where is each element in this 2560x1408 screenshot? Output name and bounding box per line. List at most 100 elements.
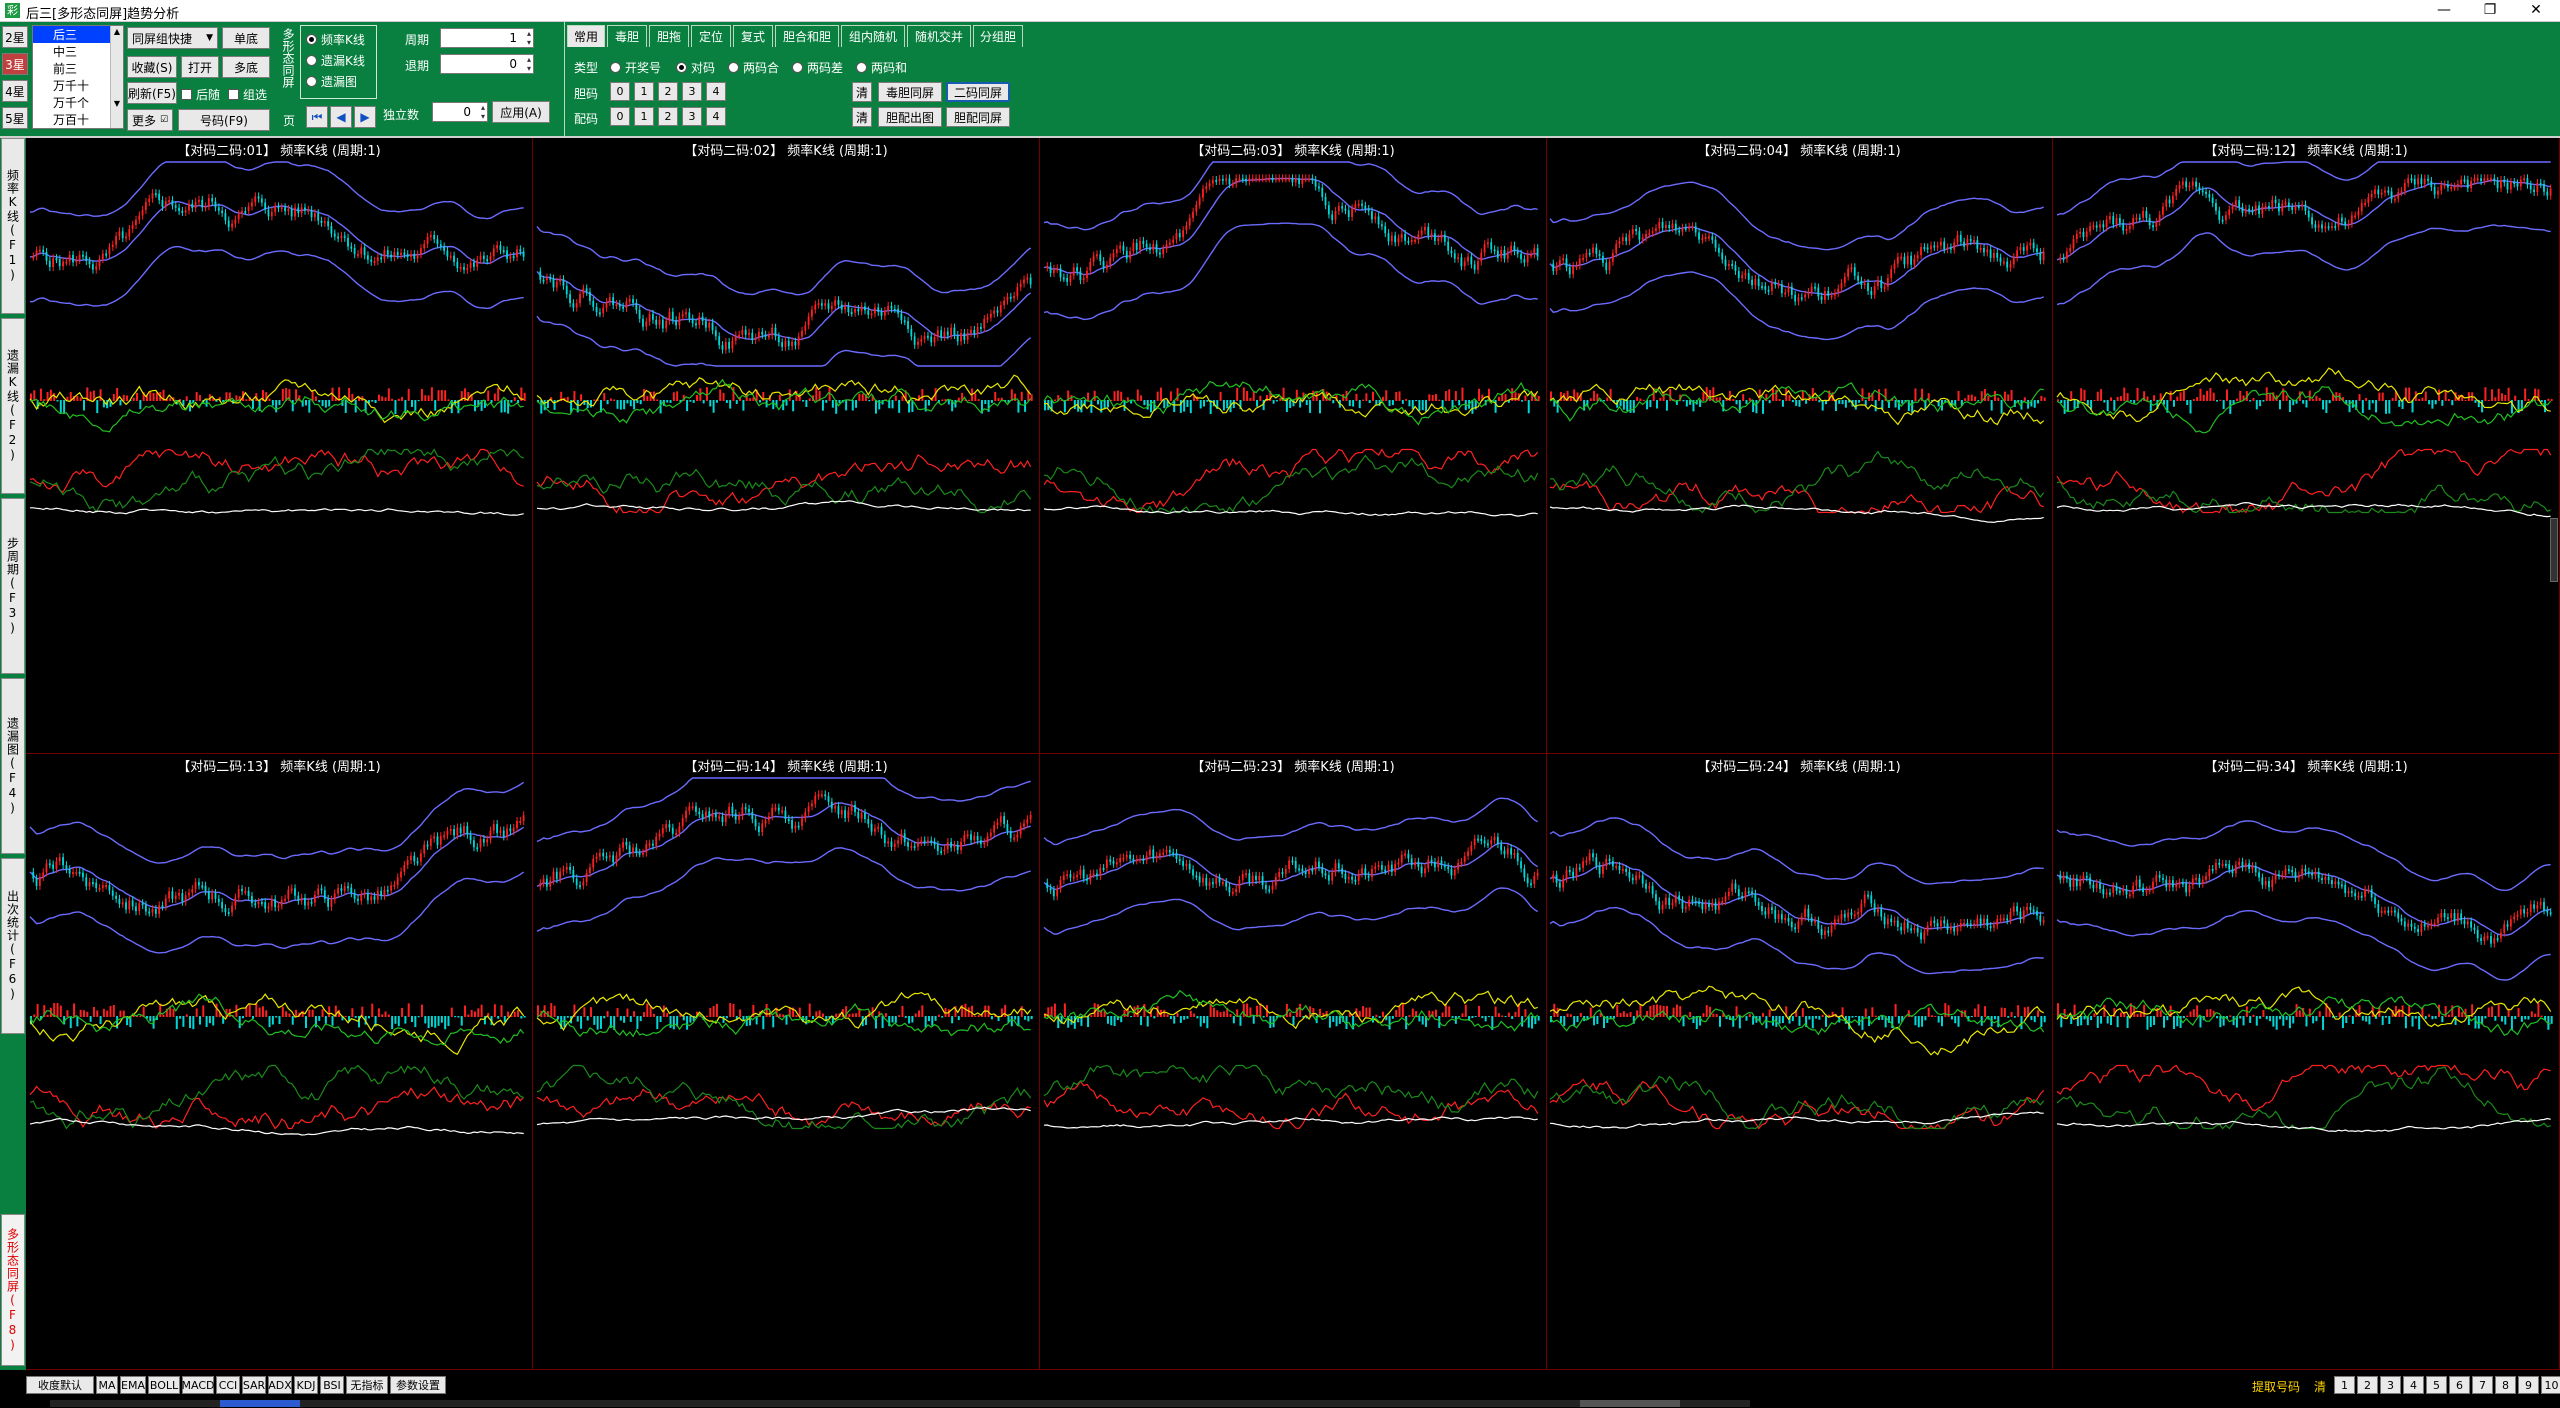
minimize-button[interactable]: —	[2437, 2, 2451, 18]
two-code-screen-button[interactable]: 二码同屏	[946, 82, 1010, 102]
left-tab-multi-form[interactable]: 多形态同屏(F8)	[1, 1214, 25, 1366]
position-list[interactable]: 后三 中三 前三 万千十 万千个 万百十 ▲ ▼	[32, 25, 124, 129]
star-tab-3[interactable]: 3星	[2, 53, 28, 75]
chart-panel[interactable]: 【对码二码:03】 频率K线 (周期:1)	[1040, 138, 1547, 754]
number-button[interactable]: 号码(F9)	[178, 109, 270, 131]
layout-select[interactable]: 同屏组快捷 ▼	[127, 27, 218, 49]
page-number-button[interactable]: 2	[2357, 1376, 2378, 1394]
group-checkbox[interactable]: 组选	[228, 86, 267, 103]
next-page-icon[interactable]: ▶	[354, 106, 376, 128]
page-number-button[interactable]: 6	[2449, 1376, 2470, 1394]
left-tab-miss-kline[interactable]: 遗漏K线(F2)	[1, 318, 25, 494]
favorite-button[interactable]: 收藏(S)	[127, 56, 177, 78]
type-radio-sum[interactable]: 两码合	[728, 59, 779, 76]
dan-num-0[interactable]: 0	[610, 82, 630, 101]
more-button[interactable]: 更多 ☑	[127, 109, 173, 131]
star-tab-2[interactable]: 2星	[2, 26, 28, 48]
tab-dantuo[interactable]: 胆拖	[649, 25, 689, 47]
page-number-button[interactable]: 5	[2426, 1376, 2447, 1394]
pei-num-1[interactable]: 1	[634, 107, 654, 126]
tab-position[interactable]: 定位	[691, 25, 731, 47]
indicator-button[interactable]: BOLL	[148, 1376, 180, 1394]
first-page-icon[interactable]: ⏮	[306, 106, 328, 128]
type-radio-draw[interactable]: 开奖号	[610, 59, 661, 76]
multi-button[interactable]: 多底	[222, 56, 270, 78]
list-item[interactable]: 万百十	[53, 113, 90, 127]
page-number-button[interactable]: 3	[2380, 1376, 2401, 1394]
scroll-thumb[interactable]	[220, 1400, 300, 1407]
indicator-button[interactable]: MA	[96, 1376, 118, 1394]
indicator-button[interactable]: EMA	[120, 1376, 146, 1394]
page-number-button[interactable]: 9	[2518, 1376, 2539, 1394]
chart-panel[interactable]: 【对码二码:24】 频率K线 (周期:1)	[1546, 754, 2053, 1370]
page-number-button[interactable]: 8	[2495, 1376, 2516, 1394]
chart-panel[interactable]: 【对码二码:13】 频率K线 (周期:1)	[26, 754, 533, 1370]
tab-group-dan[interactable]: 分组胆	[973, 25, 1023, 47]
dan-pei-chart-button[interactable]: 胆配出图	[878, 107, 942, 127]
extract-clear-button[interactable]: 清	[2314, 1380, 2327, 1394]
indicator-button[interactable]: 无指标	[346, 1376, 388, 1394]
list-item[interactable]: 后三	[33, 26, 111, 43]
indicator-button[interactable]: CCI	[216, 1376, 240, 1394]
type-radio-add[interactable]: 两码和	[856, 59, 907, 76]
type-radio-diff[interactable]: 两码差	[792, 59, 843, 76]
clear-pei-button[interactable]: 清	[852, 107, 872, 127]
left-tab-freq-kline[interactable]: 频率K线(F1)	[1, 138, 25, 314]
radio-miss-chart[interactable]: 遗漏图	[306, 73, 357, 90]
prev-page-icon[interactable]: ◀	[330, 106, 352, 128]
dan-pei-screen-button[interactable]: 胆配同屏	[946, 107, 1010, 127]
tab-common[interactable]: 常用	[567, 25, 605, 47]
pei-num-0[interactable]: 0	[610, 107, 630, 126]
open-button[interactable]: 打开	[181, 56, 219, 78]
left-tab-miss-chart[interactable]: 遗漏图(F4)	[1, 678, 25, 854]
indicator-button[interactable]: ADX	[268, 1376, 292, 1394]
page-number-button[interactable]: 10	[2541, 1376, 2560, 1394]
close-button[interactable]: ✕	[2530, 2, 2542, 18]
page-number-button[interactable]: 7	[2472, 1376, 2493, 1394]
chart-panel[interactable]: 【对码二码:12】 频率K线 (周期:1)	[2053, 138, 2560, 754]
chart-panel[interactable]: 【对码二码:14】 频率K线 (周期:1)	[533, 754, 1040, 1370]
chart-panel[interactable]: 【对码二码:01】 频率K线 (周期:1)	[26, 138, 533, 754]
indicator-button[interactable]: SAR	[242, 1376, 266, 1394]
pei-num-2[interactable]: 2	[658, 107, 678, 126]
dan-num-2[interactable]: 2	[658, 82, 678, 101]
scroll-thumb-secondary[interactable]	[1580, 1400, 1680, 1407]
clear-dan-button[interactable]: 清	[852, 82, 872, 102]
indicator-button[interactable]: 参数设置	[390, 1376, 446, 1394]
page-number-button[interactable]: 1	[2334, 1376, 2355, 1394]
type-radio-pair[interactable]: 对码	[676, 59, 715, 76]
page-number-button[interactable]: 4	[2403, 1376, 2424, 1394]
pei-num-3[interactable]: 3	[682, 107, 702, 126]
tab-compound[interactable]: 复式	[733, 25, 773, 47]
indicator-button[interactable]: 收度默认	[26, 1376, 94, 1394]
indicator-button[interactable]: MACD	[182, 1376, 215, 1394]
dan-num-1[interactable]: 1	[634, 82, 654, 101]
tab-dudan[interactable]: 毒胆	[607, 25, 647, 47]
chart-panel[interactable]: 【对码二码:23】 频率K线 (周期:1)	[1040, 754, 1547, 1370]
maximize-button[interactable]: ❐	[2483, 2, 2497, 18]
tab-danhehe[interactable]: 胆合和胆	[775, 25, 839, 47]
star-tab-4[interactable]: 4星	[2, 80, 28, 102]
list-scrollbar[interactable]: ▲ ▼	[110, 26, 123, 128]
horizontal-scrollbar[interactable]	[50, 1400, 1750, 1407]
left-tab-count-stats[interactable]: 出次统计(F6)	[1, 858, 25, 1034]
radio-miss-kline[interactable]: 遗漏K线	[306, 52, 365, 69]
single-button[interactable]: 单底	[222, 27, 270, 49]
dudan-screen-button[interactable]: 毒胆同屏	[878, 82, 942, 102]
apply-button[interactable]: 应用(A)	[492, 101, 550, 123]
radio-freq-kline[interactable]: 频率K线	[306, 31, 365, 48]
indicator-button[interactable]: BSI	[320, 1376, 344, 1394]
refresh-button[interactable]: 刷新(F5)	[127, 82, 177, 104]
indicator-button[interactable]: KDJ	[294, 1376, 318, 1394]
tab-group-random[interactable]: 组内随机	[841, 25, 905, 47]
star-tab-5[interactable]: 5星	[2, 107, 28, 129]
pei-num-4[interactable]: 4	[706, 107, 726, 126]
list-item[interactable]: 前三	[53, 62, 78, 76]
back-spinner[interactable]: 0	[440, 54, 534, 74]
list-item[interactable]: 中三	[53, 45, 78, 59]
follow-checkbox[interactable]: 后随	[181, 86, 220, 103]
left-tab-step-period[interactable]: 步周期(F3)	[1, 498, 25, 674]
chart-panel[interactable]: 【对码二码:02】 频率K线 (周期:1)	[533, 138, 1040, 754]
indep-spinner[interactable]: 0	[432, 102, 488, 122]
period-spinner[interactable]: 1	[440, 28, 534, 48]
